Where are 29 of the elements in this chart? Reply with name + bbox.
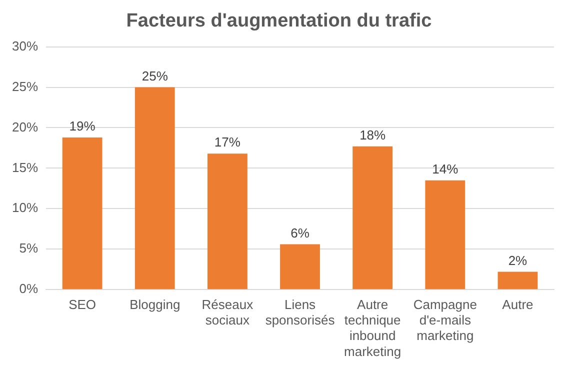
y-tick-label: 10%	[12, 200, 38, 216]
bar	[352, 146, 393, 290]
chart-title: Facteurs d'augmentation du trafic	[126, 10, 432, 32]
x-tick-label: Campagne d'e-mails marketing	[413, 296, 477, 344]
x-tick-label: Liens sponsorisés	[265, 296, 336, 328]
bar	[207, 154, 248, 290]
x-tick-label: SEO	[68, 296, 96, 312]
x-tick-label: Réseaux sociaux	[202, 296, 254, 328]
y-tick-label: 20%	[12, 119, 38, 134]
x-tick-label: Autre technique inbound marketing	[344, 296, 402, 359]
data-label: 2%	[508, 252, 528, 268]
y-tick-label: 25%	[12, 78, 38, 94]
y-tick-label: 0%	[19, 281, 38, 296]
y-tick-label: 5%	[19, 240, 38, 256]
bar	[280, 244, 320, 290]
data-label: 25%	[142, 68, 168, 84]
data-label: 17%	[214, 134, 241, 150]
x-tick-label: Blogging	[130, 296, 180, 312]
data-label: 6%	[290, 225, 310, 240]
data-label: 18%	[360, 127, 386, 142]
bar	[62, 137, 102, 290]
bar	[498, 272, 538, 290]
y-tick-label: 15%	[12, 160, 38, 175]
bar	[425, 180, 466, 290]
y-tick-label: 30%	[12, 38, 38, 54]
data-label: 19%	[69, 118, 96, 134]
data-label: 14%	[432, 161, 459, 176]
bar	[134, 87, 175, 290]
x-tick-label: Autre	[502, 296, 534, 312]
